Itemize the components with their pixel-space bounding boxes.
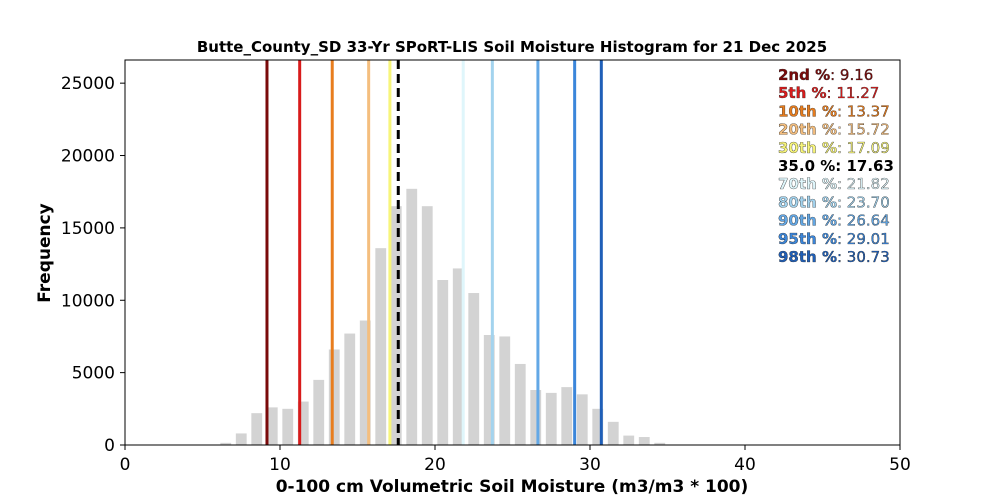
x-tick-label: 40 [734,455,756,475]
histogram-bar [297,401,309,445]
legend-entry: 70th %: 21.82 [778,175,890,193]
histogram-bar [282,408,294,445]
legend-value: : 29.01 [837,230,890,248]
histogram-bar [561,387,573,445]
y-tick-label: 5000 [72,364,115,384]
histogram-bar [266,407,278,445]
legend-label: 35.0 % [778,157,835,175]
y-tick-label: 15000 [61,219,115,239]
legend-value: : 26.64 [837,212,890,230]
x-tick-label: 30 [579,455,601,475]
legend-entry: 10th %: 13.37 [778,102,890,120]
legend-value: : 17.63 [835,157,894,175]
x-tick-label: 50 [889,455,911,475]
legend-label: 30th % [778,139,837,157]
histogram-bar [251,413,263,445]
histogram-bar [359,320,371,445]
legend-value: : 30.73 [837,248,890,266]
y-tick-label: 25000 [61,74,115,94]
histogram-bar [344,333,356,445]
histogram-bar [406,188,418,445]
histogram-bar [328,349,340,445]
histogram-bar [421,206,433,445]
histogram-bar [313,379,325,445]
legend-entry: 95th %: 29.01 [778,230,890,248]
histogram-bar [530,390,542,445]
legend-label: 10th % [778,102,837,120]
legend-label: 5th % [778,84,827,102]
legend-value: : 21.82 [837,175,890,193]
x-axis-label: 0-100 cm Volumetric Soil Moisture (m3/m3… [276,477,749,497]
legend-entry: 35.0 %: 17.63 [778,157,894,175]
x-tick-label: 20 [424,455,446,475]
histogram-bar [545,392,557,445]
histogram-bar [390,206,402,445]
x-tick-label: 0 [120,455,131,475]
y-axis-label: Frequency [35,203,55,303]
legend-label: 20th % [778,121,837,139]
percentile-lines [265,60,603,445]
histogram-bar [375,248,387,445]
legend-label: 70th % [778,175,837,193]
legend-entry: 30th %: 17.09 [778,139,890,157]
legend-entry: 2nd %: 9.16 [778,66,873,84]
histogram-bar [623,435,635,445]
histogram-bar [654,442,666,445]
legend-entry: 80th %: 23.70 [778,193,890,211]
y-tick-label: 10000 [61,291,115,311]
histogram-bar [220,442,232,445]
y-tick-label: 20000 [61,147,115,167]
histogram-bar [437,280,449,445]
legend-value: : 9.16 [830,66,873,84]
chart-title: Butte_County_SD 33-Yr SPoRT-LIS Soil Moi… [197,38,827,56]
legend-value: : 15.72 [837,121,890,139]
x-axis-ticks: 0 10 20 30 40 50 [120,445,911,475]
histogram-bar [468,293,480,445]
legend-entry: 20th %: 15.72 [778,121,890,139]
histogram-bar [499,336,511,445]
histogram-bar [592,408,604,445]
histogram-bar [452,268,464,445]
legend-value: : 11.27 [827,84,880,102]
histogram-bars [220,188,666,445]
histogram-bar [607,421,619,445]
legend-label: 98th % [778,248,837,266]
x-tick-label: 10 [269,455,291,475]
histogram-bar [576,394,588,445]
histogram-bar [638,437,650,445]
histogram-bar [514,363,526,445]
legend-label: 90th % [778,212,837,230]
legend-value: : 13.37 [837,102,890,120]
legend-value: : 17.09 [837,139,890,157]
legend-entry: 98th %: 30.73 [778,248,890,266]
y-tick-label: 0 [104,436,115,456]
legend-label: 95th % [778,230,837,248]
y-axis-ticks: 0 5000 10000 15000 20000 25000 [61,74,125,456]
legend-entry: 5th %: 11.27 [778,84,879,102]
histogram-bar [235,433,247,445]
plot-frame [124,59,901,446]
legend-entry: 90th %: 26.64 [778,212,890,230]
legend-value: : 23.70 [837,193,890,211]
histogram-bar [483,335,495,445]
legend-label: 80th % [778,193,837,211]
legend-label: 2nd % [778,66,830,84]
